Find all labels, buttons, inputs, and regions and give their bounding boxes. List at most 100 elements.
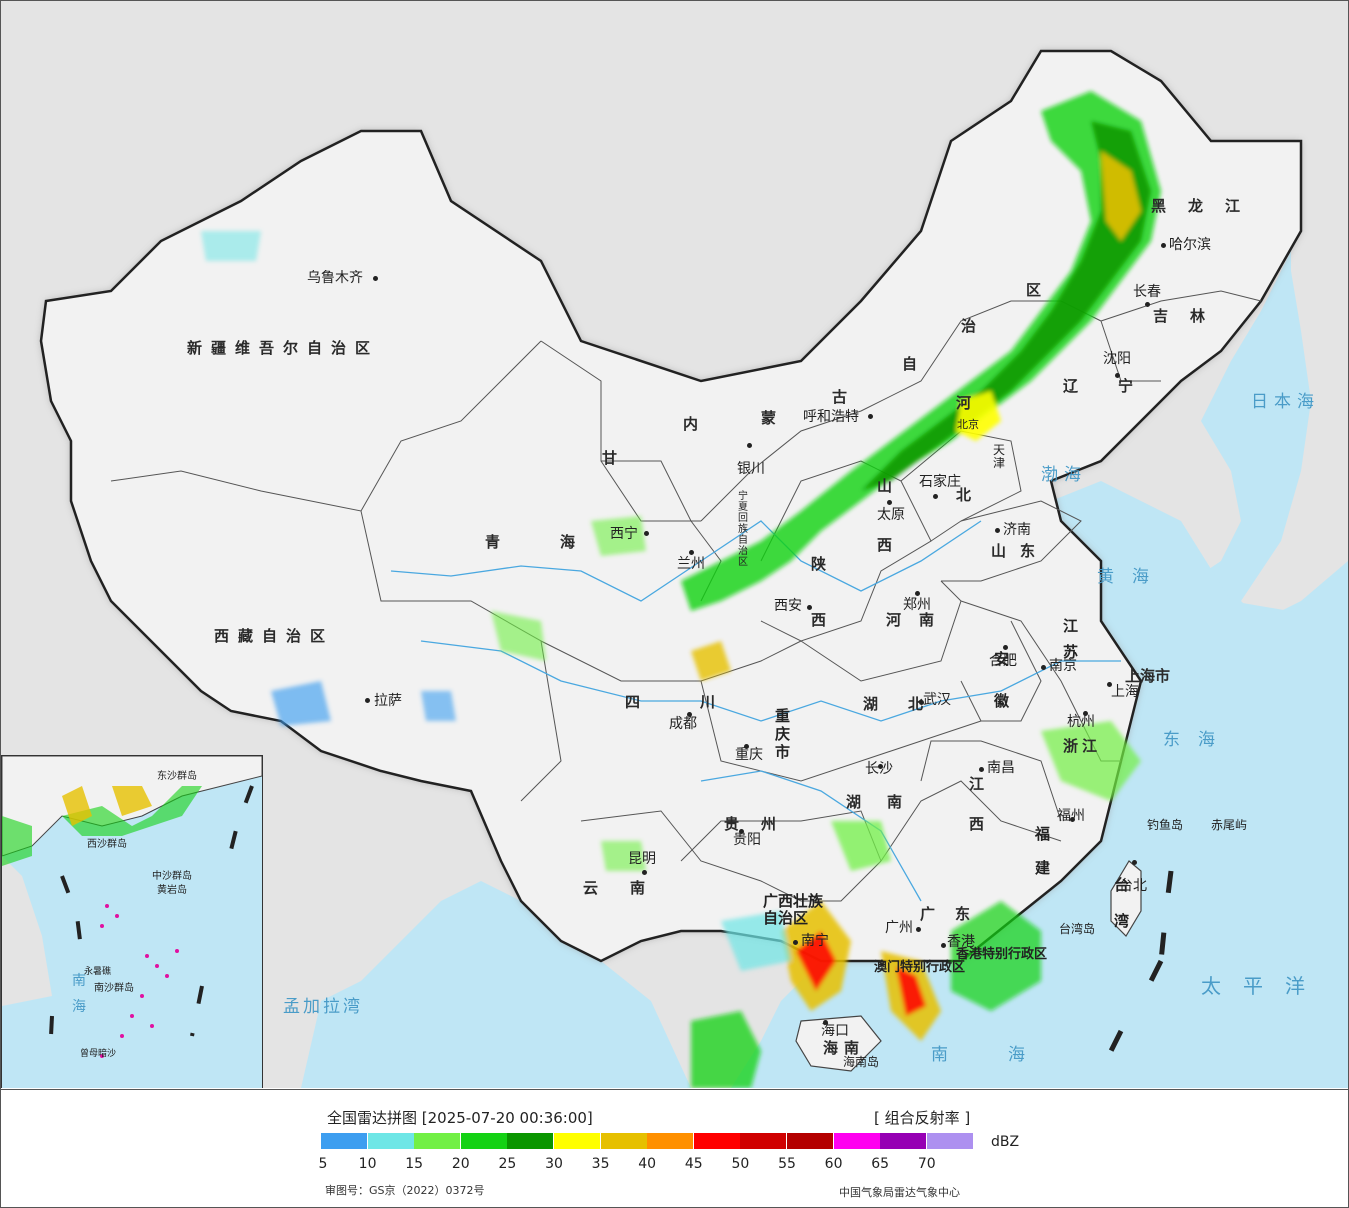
province-label-jiangxi-2: 西 xyxy=(969,815,985,833)
city-label-lanzhou: 兰州 xyxy=(677,556,705,572)
province-label-hebei-2: 北 xyxy=(956,486,972,504)
japan-land xyxy=(1241,181,1348,621)
boundary-dashes xyxy=(1098,870,1174,1073)
dbz-tick-label: 10 xyxy=(358,1156,377,1172)
city-label-shenyang: 沈阳 xyxy=(1103,351,1131,367)
province-label-zhejiang: 浙江 xyxy=(1063,737,1102,755)
sea-label-huanghai: 黄海 xyxy=(1097,567,1167,587)
province-label-neimenggu-5: 治 xyxy=(961,317,977,335)
province-label-liaoning: 辽宁 xyxy=(1063,377,1174,395)
city-label-yinchuan: 银川 xyxy=(737,461,765,477)
city-marker xyxy=(807,605,812,610)
legend-title: 全国雷达拼图 [2025-07-20 00:36:00] xyxy=(327,1109,593,1127)
map-base-layer xyxy=(1,1,1348,1088)
city-marker xyxy=(868,414,873,419)
province-label-ningxia: 宁夏回族自治区 xyxy=(738,491,748,568)
city-label-wuhan: 武汉 xyxy=(923,692,951,708)
east-sea-area xyxy=(961,481,1348,1088)
province-label-qinghai: 青海 xyxy=(485,533,636,551)
dbz-tick-label: 25 xyxy=(498,1156,517,1172)
inset-label-zhongsha: 中沙群岛 xyxy=(152,871,192,882)
radar-echoes xyxy=(201,91,1161,1088)
city-marker xyxy=(995,528,1000,533)
city-marker xyxy=(747,443,752,448)
province-label-henan: 河南 xyxy=(886,611,953,629)
dbz-swatch xyxy=(880,1133,927,1149)
sea-label-riben: 日本海 xyxy=(1251,392,1320,412)
province-label-hongkong: 香港特别行政区 xyxy=(956,947,1048,962)
city-marker xyxy=(916,927,921,932)
inset-label-nansha: 南沙群岛 xyxy=(94,983,134,994)
city-marker xyxy=(979,767,984,772)
city-label-nanjing: 南京 xyxy=(1049,658,1077,674)
dbz-tick-label: 55 xyxy=(778,1156,796,1172)
city-label-xianggang: 香港 xyxy=(947,934,975,950)
province-label-guangdong: 广东 xyxy=(920,905,991,923)
map-approval-number: 审图号：GS京（2022）0372号 xyxy=(325,1184,485,1197)
legend-panel: 全国雷达拼图 [2025-07-20 00:36:00] [ 组合反射率 ] d… xyxy=(1,1089,1348,1207)
inset-label-huangyan: 黄岩岛 xyxy=(157,885,187,896)
city-label-harbin: 哈尔滨 xyxy=(1169,237,1211,253)
province-label-xinjiang: 新疆维吾尔自治区 xyxy=(187,339,380,357)
dbz-swatch xyxy=(787,1133,833,1149)
province-label-beijing: 北京 xyxy=(957,418,979,431)
province-label-fujian: 福建 xyxy=(1035,825,1051,877)
city-label-nanning: 南宁 xyxy=(801,933,829,949)
province-label-jiangsu: 江苏 xyxy=(1063,617,1079,661)
city-marker xyxy=(1132,860,1137,865)
province-label-neimenggu-6: 区 xyxy=(1026,281,1042,299)
dbz-swatch xyxy=(321,1133,367,1149)
inset-label-yongshu: 永暑礁 xyxy=(84,967,112,977)
city-label-xian: 西安 xyxy=(774,598,802,614)
province-label-shandong: 山东 xyxy=(991,542,1050,560)
province-label-neimenggu-2: 蒙 xyxy=(761,409,777,427)
sea-label-donghai: 东海 xyxy=(1163,730,1233,750)
city-marker xyxy=(823,1020,828,1025)
province-label-neimenggu-3: 古 xyxy=(832,388,848,406)
south-china-sea-inset: 南海 东沙群岛 西沙群岛 中沙群岛 黄岩岛 南沙群岛 永暑礁 曾母暗沙 xyxy=(1,755,263,1088)
city-marker xyxy=(941,943,946,948)
legend-unit: dBZ xyxy=(991,1134,1020,1150)
dbz-swatch xyxy=(740,1133,787,1149)
city-marker xyxy=(1003,645,1008,650)
province-label-gansu: 甘 xyxy=(602,449,618,467)
dbz-tick-label: 50 xyxy=(731,1156,750,1172)
dbz-tick-label: 70 xyxy=(917,1156,936,1172)
city-marker xyxy=(878,764,883,769)
province-label-taiwan: 台湾 xyxy=(1114,876,1130,930)
province-label-xizang: 西藏自治区 xyxy=(214,627,335,645)
province-label-neimenggu-4: 自 xyxy=(902,355,918,373)
province-label-shanxi-2: 西 xyxy=(877,536,893,554)
inset-label-dongsha: 东沙群岛 xyxy=(157,771,197,782)
city-marker xyxy=(1115,373,1120,378)
city-marker xyxy=(1107,682,1112,687)
dbz-swatch xyxy=(926,1133,973,1149)
island-label-taiwan-dao: 台湾岛 xyxy=(1059,922,1096,936)
sea-label-nanhai: 南海 xyxy=(931,1045,1085,1065)
province-label-anhui: 安徽 xyxy=(994,650,1010,710)
city-label-taipei: 台北 xyxy=(1119,878,1147,894)
dbz-swatch xyxy=(460,1133,507,1149)
dbz-tick-label: 60 xyxy=(824,1156,843,1172)
province-label-neimenggu-1: 内 xyxy=(683,415,699,433)
province-label-chongqing: 重庆市 xyxy=(775,707,791,761)
city-marker xyxy=(1161,243,1166,248)
city-marker xyxy=(793,940,798,945)
island-label-diaoyu: 钓鱼岛 xyxy=(1147,818,1184,832)
inset-label-xisha: 西沙群岛 xyxy=(87,839,127,850)
province-label-jiangxi-1: 江 xyxy=(969,775,985,793)
city-label-urumqi: 乌鲁木齐 xyxy=(307,270,363,286)
city-marker xyxy=(687,712,692,717)
dbz-tick-label: 35 xyxy=(591,1156,610,1172)
city-marker xyxy=(1070,817,1075,822)
city-marker xyxy=(919,700,924,705)
city-marker xyxy=(1145,302,1150,307)
dbz-swatch xyxy=(367,1133,414,1149)
city-marker xyxy=(644,531,649,536)
province-label-shanghai: 上海市 xyxy=(1125,667,1171,685)
province-label-jilin: 吉林 xyxy=(1153,307,1228,325)
city-label-shanghai: 上海 xyxy=(1111,684,1139,700)
province-label-hubei: 湖北 xyxy=(863,695,954,713)
legend-product: [ 组合反射率 ] xyxy=(874,1109,971,1127)
city-marker xyxy=(1041,665,1046,670)
